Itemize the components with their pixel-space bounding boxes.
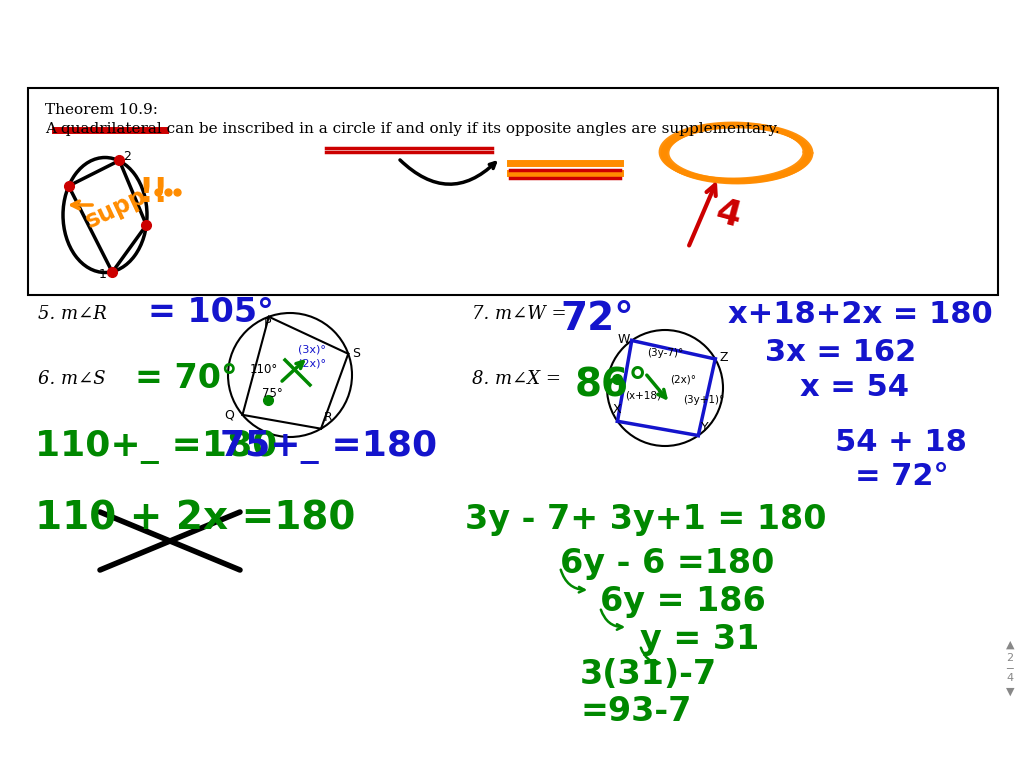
Text: X: X [612, 403, 622, 416]
Text: = 70°: = 70° [135, 362, 238, 395]
Bar [28, 88, 998, 295]
Text: (2x)°: (2x)° [670, 375, 696, 385]
Text: ▼: ▼ [1006, 687, 1014, 697]
Text: 110 + 2x =180: 110 + 2x =180 [35, 500, 355, 538]
Text: 6. m∠S: 6. m∠S [38, 370, 105, 388]
Text: S: S [352, 347, 360, 360]
Text: 72°: 72° [560, 300, 634, 338]
Text: Q: Q [224, 409, 234, 422]
Text: !!: !! [138, 176, 168, 208]
Text: 75+_ =180: 75+_ =180 [220, 430, 437, 464]
Text: ─: ─ [1007, 663, 1014, 673]
Text: 75°: 75° [262, 387, 283, 400]
Text: = 72°: = 72° [855, 462, 948, 491]
Text: 54 + 18: 54 + 18 [835, 428, 967, 457]
Text: 6y - 6 =180: 6y - 6 =180 [560, 547, 774, 580]
Text: 110+_ =180: 110+_ =180 [35, 430, 278, 464]
Text: Y: Y [701, 421, 709, 433]
Text: (3y+1)°: (3y+1)° [683, 395, 724, 405]
Text: R: R [324, 411, 333, 424]
Text: W: W [617, 333, 630, 346]
Text: 86°: 86° [575, 365, 648, 403]
Text: (x+18)°: (x+18)° [625, 390, 667, 400]
Text: 4: 4 [1007, 673, 1014, 683]
Text: Z: Z [719, 351, 728, 364]
Text: 4: 4 [712, 195, 745, 234]
Text: y = 31: y = 31 [640, 623, 759, 656]
Text: (2x)°: (2x)° [298, 359, 326, 369]
Text: 8. m∠X =: 8. m∠X = [472, 370, 561, 388]
Text: 2: 2 [1007, 653, 1014, 663]
Text: 3(31)-7: 3(31)-7 [580, 658, 717, 691]
Text: 5. m∠R: 5. m∠R [38, 305, 106, 323]
Text: 2: 2 [123, 150, 131, 163]
Text: 7. m∠W =: 7. m∠W = [472, 305, 566, 323]
Text: 3x = 162: 3x = 162 [765, 338, 916, 367]
Text: A quadrilateral can be inscribed in a circle if and only if its opposite angles : A quadrilateral can be inscribed in a ci… [45, 122, 779, 136]
Text: (3y-7)°: (3y-7)° [647, 348, 683, 358]
Text: 1: 1 [98, 267, 106, 280]
Text: (3x)°: (3x)° [298, 345, 326, 355]
Text: =93-7: =93-7 [580, 695, 691, 728]
Text: ▲: ▲ [1006, 640, 1014, 650]
Text: 110°: 110° [250, 363, 279, 376]
Text: = 105°: = 105° [148, 296, 273, 329]
Text: P: P [264, 316, 271, 329]
Text: 6y = 186: 6y = 186 [600, 585, 766, 618]
Text: supp: supp [82, 184, 152, 233]
Text: 3y - 7+ 3y+1 = 180: 3y - 7+ 3y+1 = 180 [465, 503, 826, 536]
Text: Theorem 10.9:: Theorem 10.9: [45, 103, 158, 117]
Text: x+18+2x = 180: x+18+2x = 180 [728, 300, 992, 329]
Text: x = 54: x = 54 [800, 373, 909, 402]
